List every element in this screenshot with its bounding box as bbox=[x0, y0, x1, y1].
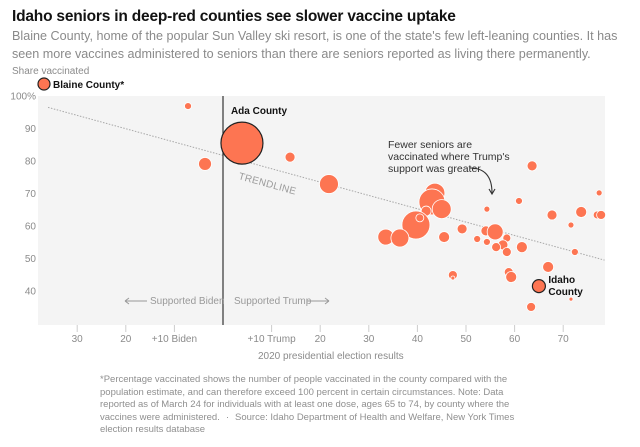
data-point bbox=[415, 213, 425, 223]
data-point bbox=[198, 157, 212, 171]
footnote-note: *Percentage vaccinated shows the number … bbox=[100, 374, 510, 423]
chart-subtitle: Blaine County, home of the popular Sun V… bbox=[12, 29, 618, 61]
plot-area bbox=[38, 96, 605, 325]
y-axis: 100% 90 80 70 60 50 40 bbox=[10, 92, 36, 298]
data-point bbox=[596, 210, 607, 220]
data-point bbox=[482, 238, 491, 246]
data-point bbox=[526, 302, 537, 312]
data-point bbox=[184, 102, 192, 110]
idaho-county-point bbox=[531, 279, 547, 294]
y-tick-label: 80 bbox=[25, 157, 37, 168]
x-tick-label: 20 bbox=[120, 334, 132, 345]
points-layer bbox=[184, 102, 607, 312]
annotation-arrow bbox=[469, 167, 493, 194]
y-tick-label: 100% bbox=[10, 92, 36, 103]
data-point bbox=[575, 206, 588, 218]
x-tick-label: 20 bbox=[315, 334, 327, 345]
data-point bbox=[390, 228, 410, 248]
x-axis: 30 20 +10 Biden +10 Trump 20 30 40 50 60 70 bbox=[72, 325, 570, 345]
point-label: County bbox=[548, 287, 583, 298]
supported-trump-label: Supported Trump bbox=[234, 296, 312, 307]
data-point bbox=[546, 209, 558, 221]
arrow-right-icon bbox=[307, 297, 330, 305]
y-tick-label: 60 bbox=[25, 222, 37, 233]
point-label: Idaho bbox=[548, 275, 575, 286]
blaine-county-label: Blaine County* bbox=[53, 80, 124, 91]
data-point bbox=[438, 231, 451, 243]
blaine-county-point bbox=[37, 77, 51, 91]
ada-county-point bbox=[220, 121, 264, 165]
data-point bbox=[505, 271, 518, 283]
data-point bbox=[515, 197, 523, 205]
data-point bbox=[542, 261, 555, 273]
point-label: Ada County bbox=[231, 106, 288, 117]
annotation-line-1: Fewer seniors are bbox=[388, 139, 472, 151]
y-tick-label: 40 bbox=[25, 287, 37, 298]
data-point bbox=[501, 247, 512, 257]
data-point bbox=[319, 174, 339, 194]
x-tick-label: 70 bbox=[558, 334, 570, 345]
side-labels: Supported Biden Supported Trump bbox=[124, 296, 330, 307]
annotation-line-3: support was greater bbox=[388, 163, 481, 175]
x-tick-label: 50 bbox=[460, 334, 472, 345]
x-tick-label: +10 Biden bbox=[152, 334, 197, 345]
data-point bbox=[567, 221, 575, 229]
data-point bbox=[483, 205, 491, 213]
y-axis-label: Share vaccinated bbox=[12, 66, 89, 77]
data-point bbox=[491, 242, 502, 253]
arrow-left-icon bbox=[124, 297, 147, 305]
x-tick-label: 30 bbox=[72, 334, 84, 345]
annotation: Fewer seniors are vaccinated where Trump… bbox=[388, 139, 510, 196]
x-tick-label: 30 bbox=[363, 334, 375, 345]
y-tick-label: 50 bbox=[25, 254, 37, 265]
data-point bbox=[570, 248, 579, 256]
offscale-legend: Blaine County* bbox=[37, 77, 124, 91]
x-tick-label: 60 bbox=[509, 334, 521, 345]
data-point bbox=[568, 296, 574, 302]
data-point bbox=[473, 235, 482, 243]
arrow-head-icon bbox=[488, 188, 496, 196]
annotation-line-2: vaccinated where Trump's bbox=[388, 151, 510, 163]
data-point bbox=[526, 160, 538, 172]
data-point bbox=[431, 199, 452, 220]
y-tick-label: 70 bbox=[25, 189, 37, 200]
data-point bbox=[486, 223, 504, 241]
chart-title: Idaho seniors in deep-red counties see s… bbox=[12, 8, 456, 25]
data-point bbox=[515, 241, 528, 254]
footnote: *Percentage vaccinated shows the number … bbox=[100, 374, 530, 437]
footnote-separator: · bbox=[225, 411, 230, 423]
x-tick-label: +10 Trump bbox=[248, 334, 297, 345]
data-point bbox=[284, 151, 296, 163]
data-point bbox=[456, 223, 468, 235]
data-point bbox=[595, 189, 603, 197]
supported-biden-label: Supported Biden bbox=[150, 296, 225, 307]
data-point bbox=[450, 275, 456, 281]
y-tick-label: 90 bbox=[25, 124, 37, 135]
footnote-source: Source: Idaho Department of Health and W… bbox=[100, 411, 515, 436]
x-axis-label: 2020 presidential election results bbox=[258, 351, 404, 362]
x-tick-label: 40 bbox=[412, 334, 424, 345]
